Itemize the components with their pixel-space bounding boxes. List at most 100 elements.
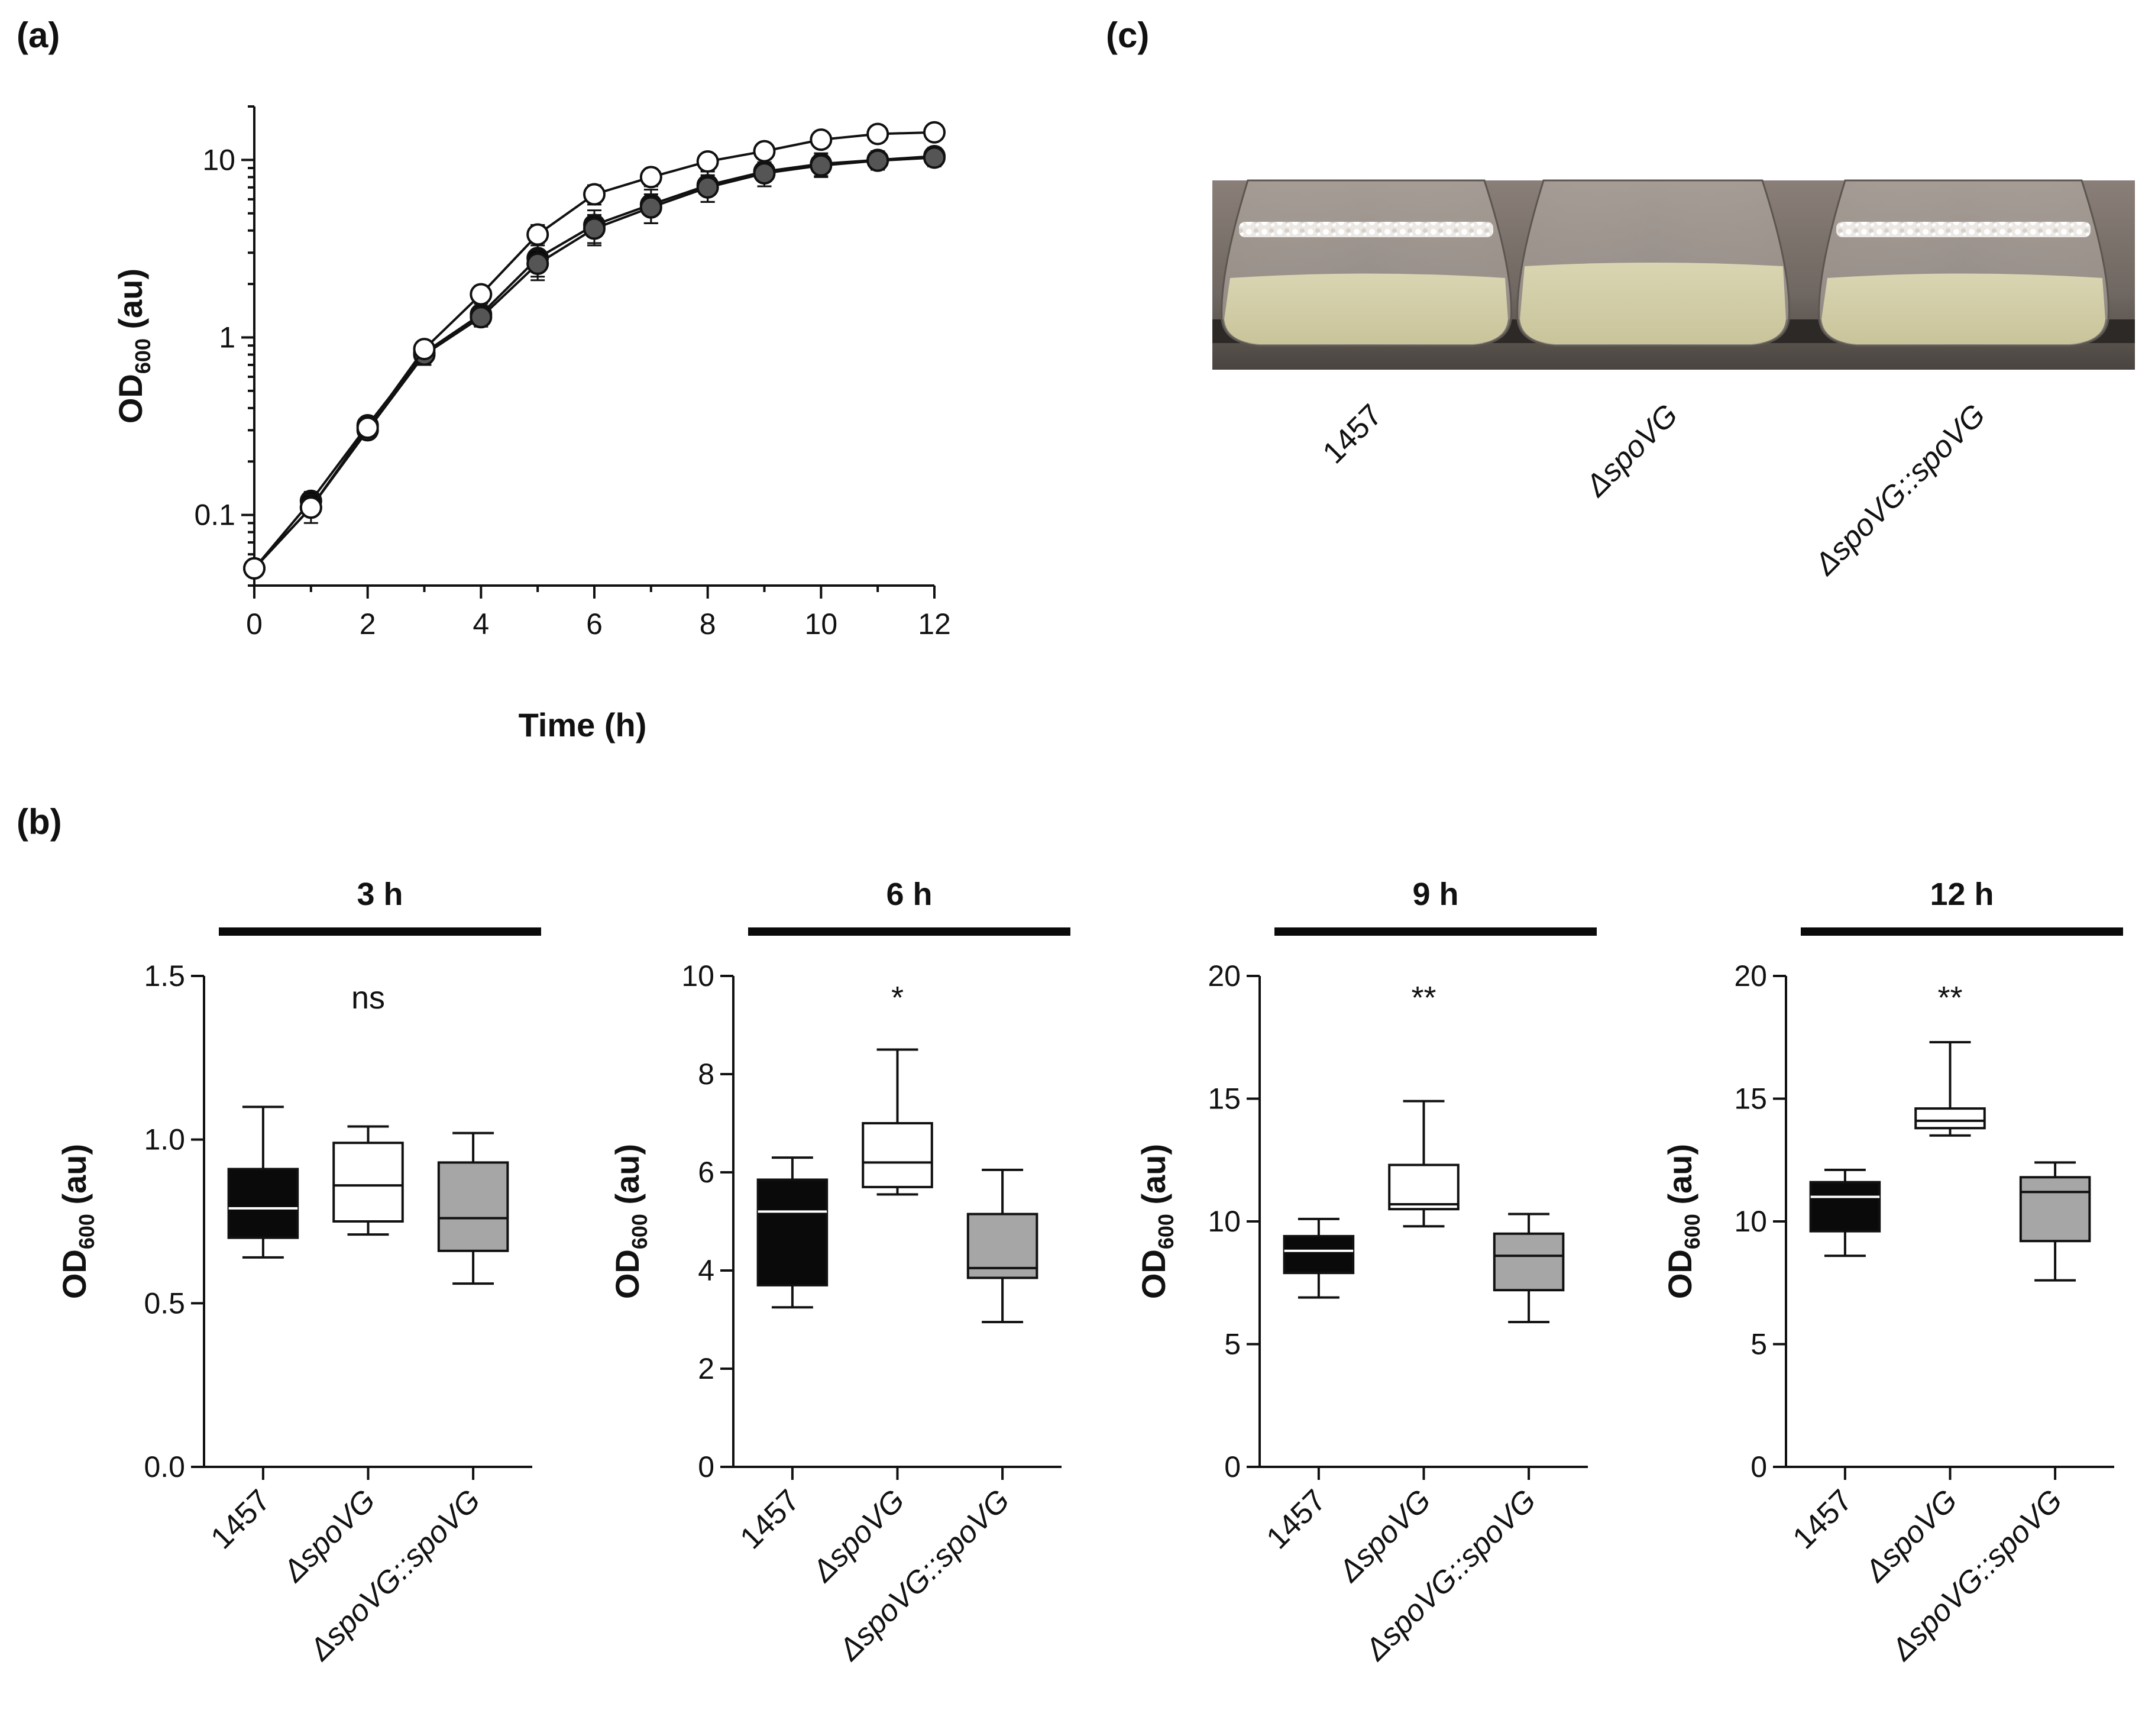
- box-body: [437, 1161, 509, 1252]
- timepoint-title: 6 h: [886, 877, 932, 912]
- y-tick-label: 0: [1224, 1450, 1241, 1483]
- data-point: [639, 196, 662, 219]
- flask-complement: [1818, 179, 2109, 347]
- category-label: ΔspoVG: [1331, 1483, 1438, 1589]
- data-point: [810, 128, 833, 151]
- box-3: [2019, 1161, 2091, 1282]
- x-tick-label: 4: [473, 607, 489, 641]
- timepoint-title: 3 h: [357, 877, 403, 912]
- category-label: 1457: [205, 1483, 277, 1556]
- box-1: [756, 1156, 829, 1309]
- data-point: [526, 252, 549, 275]
- category-label: 1457: [1260, 1483, 1333, 1556]
- y-axis-title: OD600 (au): [56, 1144, 99, 1299]
- data-point: [583, 217, 606, 240]
- y-tick-label: 1.5: [144, 959, 185, 993]
- data-point: [583, 183, 606, 206]
- timepoint-bar: [1274, 927, 1597, 936]
- box-body: [1493, 1232, 1565, 1292]
- box-3: [966, 1168, 1038, 1324]
- x-tick-label: 12: [918, 607, 951, 641]
- timepoint-title: 12 h: [1930, 877, 1994, 912]
- flask-label-1457: 1457: [1316, 397, 1389, 470]
- panel-label-a: (a): [17, 15, 60, 55]
- x-tick-label: 6: [586, 607, 603, 641]
- timepoint-bar: [748, 927, 1070, 936]
- flask-photo: 1457 ΔspoVG ΔspoVG::spoVG: [1212, 179, 2135, 583]
- data-point: [356, 416, 379, 439]
- flask-label-complement: ΔspoVG::spoVG: [1807, 397, 1992, 582]
- y-tick-label: 4: [698, 1254, 714, 1287]
- data-point: [696, 150, 719, 173]
- y-tick-label: 6: [698, 1156, 714, 1189]
- box-body: [2019, 1176, 2091, 1243]
- y-tick-label: 8: [698, 1058, 714, 1091]
- series-1: [243, 144, 946, 580]
- box-body: [1388, 1163, 1460, 1211]
- category-label: ΔspoVG: [805, 1483, 911, 1589]
- y-tick-label: 1: [219, 321, 235, 354]
- box-body: [1283, 1234, 1355, 1275]
- y-axis-title: OD600 (au): [112, 269, 155, 424]
- series-3: [243, 121, 946, 580]
- y-tick-label: 10: [1208, 1205, 1241, 1238]
- box-2: [1914, 1041, 1986, 1137]
- y-tick-label: 0.1: [194, 499, 235, 532]
- data-point: [866, 149, 889, 172]
- data-point: [413, 338, 436, 361]
- growth-curve-chart: 0.1 1 10 0 2 4 6 8 10 12 Time (h) OD600 (au): [112, 105, 951, 743]
- category-label: ΔspoVG: [1858, 1483, 1964, 1589]
- data-point: [866, 122, 889, 146]
- box-body: [332, 1142, 404, 1223]
- data-point: [243, 557, 266, 580]
- y-tick-label: 0.5: [144, 1286, 185, 1320]
- data-point: [753, 140, 776, 163]
- box-1: [1283, 1217, 1355, 1299]
- significance-label: **: [1937, 980, 1962, 1016]
- timepoint-bar: [1801, 927, 2123, 936]
- y-tick-label: 0.0: [144, 1450, 185, 1483]
- significance-label: ns: [351, 980, 385, 1016]
- box-2: [862, 1048, 933, 1196]
- data-point: [299, 496, 322, 519]
- box-3: [1493, 1213, 1565, 1324]
- data-point: [526, 223, 549, 246]
- data-point: [639, 166, 662, 189]
- significance-label: **: [1411, 980, 1436, 1016]
- x-tick-label: 8: [700, 607, 716, 641]
- panel-label-b: (b): [17, 802, 62, 842]
- category-label: ΔspoVG: [276, 1483, 382, 1589]
- data-point: [696, 176, 719, 199]
- y-tick-label: 5: [1224, 1328, 1241, 1361]
- y-axis-title: OD600 (au): [1661, 1144, 1704, 1299]
- flask-1457: [1221, 179, 1512, 347]
- timepoint-bar: [219, 927, 541, 936]
- y-tick-label: 15: [1734, 1082, 1767, 1116]
- x-tick-label: 10: [805, 607, 838, 641]
- y-tick-label: 5: [1751, 1328, 1767, 1361]
- x-axis-title: Time (h): [519, 706, 647, 743]
- y-tick-label: 1.0: [144, 1123, 185, 1156]
- box-2: [332, 1125, 404, 1236]
- y-tick-label: 15: [1208, 1082, 1241, 1116]
- y-axis-title: OD600 (au): [1135, 1144, 1178, 1299]
- significance-label: *: [891, 980, 904, 1016]
- y-axis-title: OD600 (au): [609, 1144, 652, 1299]
- y-tick-label: 20: [1208, 959, 1241, 993]
- panel-label-c: (c): [1106, 15, 1149, 55]
- data-point: [810, 154, 833, 177]
- box-body: [1914, 1107, 1986, 1130]
- y-tick-label: 20: [1734, 959, 1767, 993]
- data-point: [470, 283, 493, 306]
- box-1: [227, 1105, 299, 1259]
- category-label: 1457: [734, 1483, 807, 1556]
- y-tick-label: 0: [1751, 1450, 1767, 1483]
- y-tick-label: 0: [698, 1450, 714, 1483]
- flask-spovg: [1516, 179, 1790, 347]
- data-point: [923, 146, 946, 169]
- timepoint-title: 9 h: [1412, 877, 1458, 912]
